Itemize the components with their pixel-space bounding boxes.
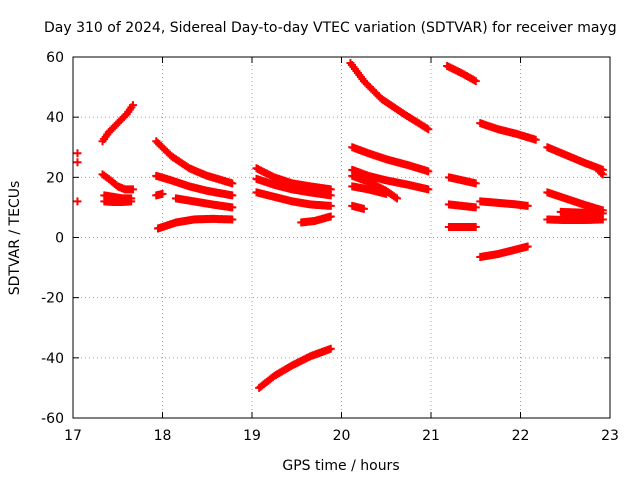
data-point: [228, 215, 237, 224]
data-point: [471, 77, 480, 86]
data-point: [424, 185, 433, 194]
series-t29: [476, 242, 532, 262]
data-point: [73, 158, 82, 167]
series-t26: [444, 222, 480, 231]
x-tick-label: 19: [243, 428, 261, 444]
plot-frame: [72, 56, 611, 419]
x-tick-label: 17: [64, 428, 82, 444]
y-tick-label: 60: [46, 50, 64, 66]
y-tick-label: -40: [41, 351, 64, 367]
data-point: [228, 191, 237, 200]
y-axis-label: SDTVAR / TECUs: [7, 181, 23, 296]
data-point: [326, 201, 335, 210]
series-t11: [154, 214, 237, 233]
series-t22: [348, 201, 368, 213]
x-tick-label: 20: [333, 428, 351, 444]
data-point: [127, 197, 136, 206]
data-point: [471, 179, 480, 188]
y-tick-label: -60: [41, 411, 64, 427]
x-tick-label: 21: [422, 428, 440, 444]
y-tick-label: 0: [55, 231, 64, 247]
series-t17: [346, 59, 433, 134]
data-point: [73, 197, 82, 206]
data-point: [523, 201, 532, 210]
data-point: [326, 212, 335, 221]
series-t10: [171, 194, 237, 212]
series-t30: [543, 143, 607, 174]
y-tick-label: 20: [46, 170, 64, 186]
data-point: [382, 189, 391, 198]
series-t25: [444, 200, 480, 212]
data-markers: [73, 59, 607, 392]
data-point: [158, 189, 167, 198]
x-tick-label: 23: [601, 428, 619, 444]
y-tick-label: -20: [41, 291, 64, 307]
series-t20: [348, 171, 401, 203]
x-axis-label: GPS time / hours: [282, 458, 399, 474]
data-point: [326, 344, 335, 353]
data-point: [228, 203, 237, 212]
chart-title: Day 310 of 2024, Sidereal Day-to-day VTE…: [44, 20, 617, 36]
series-t13: [252, 174, 335, 200]
data-point: [392, 194, 401, 203]
data-point: [598, 209, 607, 218]
x-tick-label: 22: [512, 428, 530, 444]
data-point: [424, 167, 433, 176]
data-point: [523, 242, 532, 251]
data-point: [228, 179, 237, 188]
series-t27: [476, 119, 540, 144]
axis-ticks: 17 18 19 20 21 22 23 60 40 20 0 -20 -40 -60: [41, 50, 619, 444]
data-point: [359, 204, 368, 213]
series-t24: [444, 173, 480, 188]
y-tick-label: 40: [46, 110, 64, 126]
series-t9: [152, 189, 167, 200]
series-t4: [98, 170, 137, 194]
series-t14: [252, 188, 335, 210]
data-point: [424, 125, 433, 134]
series-t18: [348, 143, 433, 176]
grid: [73, 57, 610, 418]
data-point: [598, 170, 607, 179]
series-t2: [73, 197, 82, 206]
series-t23: [443, 62, 480, 86]
series-t21: [348, 182, 391, 198]
series-t1: [73, 149, 82, 167]
series-t15: [297, 212, 335, 227]
x-tick-label: 18: [154, 428, 172, 444]
data-point: [128, 185, 137, 194]
data-point: [471, 222, 480, 231]
data-point: [326, 191, 335, 200]
series-t16: [255, 344, 335, 392]
data-point: [128, 101, 137, 110]
series-t6: [100, 197, 136, 207]
series-t33: [556, 207, 607, 218]
data-point: [531, 135, 540, 144]
data-point: [73, 149, 82, 158]
series-t34: [595, 167, 607, 179]
data-point: [471, 203, 480, 212]
series-t7: [152, 137, 237, 188]
series-t8: [152, 171, 237, 200]
data-point: [391, 193, 400, 202]
series-t28: [476, 197, 532, 210]
series-t3: [98, 101, 137, 146]
